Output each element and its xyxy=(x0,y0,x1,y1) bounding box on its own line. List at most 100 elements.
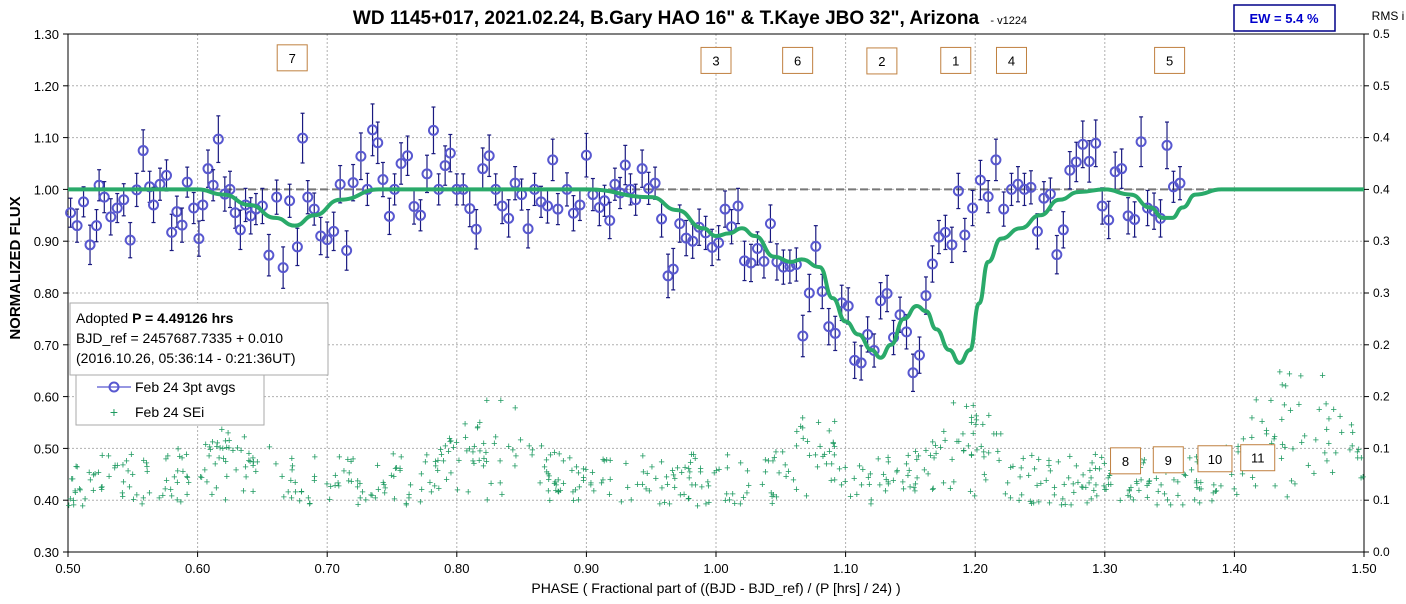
sei-point: + xyxy=(497,477,503,489)
data-point xyxy=(574,199,586,211)
sei-point: + xyxy=(986,410,992,422)
dip-label-box xyxy=(700,46,732,74)
sei-point: + xyxy=(838,479,844,491)
sei-point: + xyxy=(224,471,230,483)
y-tick-label: 0.80 xyxy=(34,286,59,301)
sei-point: + xyxy=(175,465,181,477)
sei-point: + xyxy=(773,447,779,459)
sei-point: + xyxy=(800,423,806,435)
data-point xyxy=(990,154,1002,166)
sei-point: + xyxy=(779,447,785,459)
sei-point: + xyxy=(553,485,559,497)
sei-point: + xyxy=(462,419,468,431)
sei-point: + xyxy=(202,464,208,476)
sei-point: + xyxy=(1164,495,1170,507)
sei-point: + xyxy=(99,450,105,462)
data-point xyxy=(78,196,90,208)
sei-point: + xyxy=(1305,460,1311,472)
sei-point: + xyxy=(448,468,454,480)
sei-point: + xyxy=(471,458,477,470)
data-point xyxy=(599,195,611,207)
sei-point: + xyxy=(560,456,566,468)
sei-point: + xyxy=(858,480,864,492)
sei-point: + xyxy=(326,494,332,506)
sei-point: + xyxy=(99,481,105,493)
sei-point: + xyxy=(706,497,712,509)
y2-tick-label: 0.5 xyxy=(1373,79,1390,93)
sei-point: + xyxy=(130,494,136,506)
sei-point: + xyxy=(1197,497,1203,509)
sei-point: + xyxy=(981,469,987,481)
sei-point: + xyxy=(1080,469,1086,481)
x-tick-label: 1.00 xyxy=(703,561,728,576)
y2-tick-label: 0.3 xyxy=(1373,286,1390,300)
sei-point: + xyxy=(1231,484,1237,496)
data-point xyxy=(855,357,867,369)
sei-point: + xyxy=(209,489,215,501)
sei-point: + xyxy=(422,456,428,468)
sei-point: + xyxy=(672,482,678,494)
sei-point: + xyxy=(298,486,304,498)
sei-point: + xyxy=(1127,491,1133,503)
data-point xyxy=(974,174,986,186)
sei-point: + xyxy=(644,468,650,480)
sei-point: + xyxy=(1316,404,1322,416)
sei-point: + xyxy=(1218,480,1224,492)
sei-point: + xyxy=(1086,478,1092,490)
data-point xyxy=(667,263,679,275)
sei-point: + xyxy=(1329,467,1335,479)
sei-point: + xyxy=(697,466,703,478)
sei-point: + xyxy=(105,451,111,463)
sei-point: + xyxy=(880,469,886,481)
sei-point: + xyxy=(447,436,453,448)
legend-avg-label: Feb 24 3pt avgs xyxy=(135,379,235,395)
sei-point: + xyxy=(923,445,929,457)
sei-point: + xyxy=(831,441,837,453)
data-point xyxy=(1161,139,1173,151)
sei-point: + xyxy=(1154,499,1160,511)
sei-point: + xyxy=(336,451,342,463)
data-point xyxy=(1025,181,1037,193)
sei-point: + xyxy=(437,444,443,456)
data-point xyxy=(402,150,414,162)
info-bjd-ref: BJD_ref = 2457687.7335 + 0.010 xyxy=(76,330,283,346)
data-point xyxy=(967,202,979,214)
data-point xyxy=(176,219,188,231)
sei-point: + xyxy=(591,485,597,497)
sei-point: + xyxy=(799,412,805,424)
sei-point: + xyxy=(950,398,956,410)
sei-point: + xyxy=(477,445,483,457)
sei-point: + xyxy=(517,434,523,446)
sei-point: + xyxy=(306,498,312,510)
sei-point: + xyxy=(828,475,834,487)
sei-point: + xyxy=(1333,447,1339,459)
sei-point: + xyxy=(681,489,687,501)
sei-point: + xyxy=(114,460,120,472)
sei-point: + xyxy=(250,460,256,472)
sei-point: + xyxy=(1046,497,1052,509)
data-point xyxy=(1031,225,1043,237)
sei-point: + xyxy=(374,460,380,472)
data-point xyxy=(197,199,209,211)
data-point xyxy=(65,207,77,219)
sei-point: + xyxy=(877,480,883,492)
sei-point: + xyxy=(1067,451,1073,463)
data-point xyxy=(229,207,241,219)
sei-point: + xyxy=(1004,477,1010,489)
sei-point: + xyxy=(1008,462,1014,474)
sei-point: + xyxy=(99,484,105,496)
sei-point: + xyxy=(184,489,190,501)
data-point xyxy=(427,124,439,136)
sei-point: + xyxy=(341,465,347,477)
sei-point: + xyxy=(403,498,409,510)
dip-label-box xyxy=(940,46,972,74)
sei-point: + xyxy=(968,449,974,461)
sei-point: + xyxy=(814,461,820,473)
dip-label-text: 10 xyxy=(1208,452,1222,467)
sei-point: + xyxy=(866,479,872,491)
sei-point: + xyxy=(661,497,667,509)
y2-axis-ticks: 0.0 0.1 0.1 0.2 0.2 0.3 0.3 0.4 0.4 0.5 0.5 xyxy=(1364,27,1390,559)
y2-axis-label: RMS i xyxy=(1372,9,1405,23)
sei-point: + xyxy=(1192,495,1198,507)
sei-point: + xyxy=(466,443,472,455)
